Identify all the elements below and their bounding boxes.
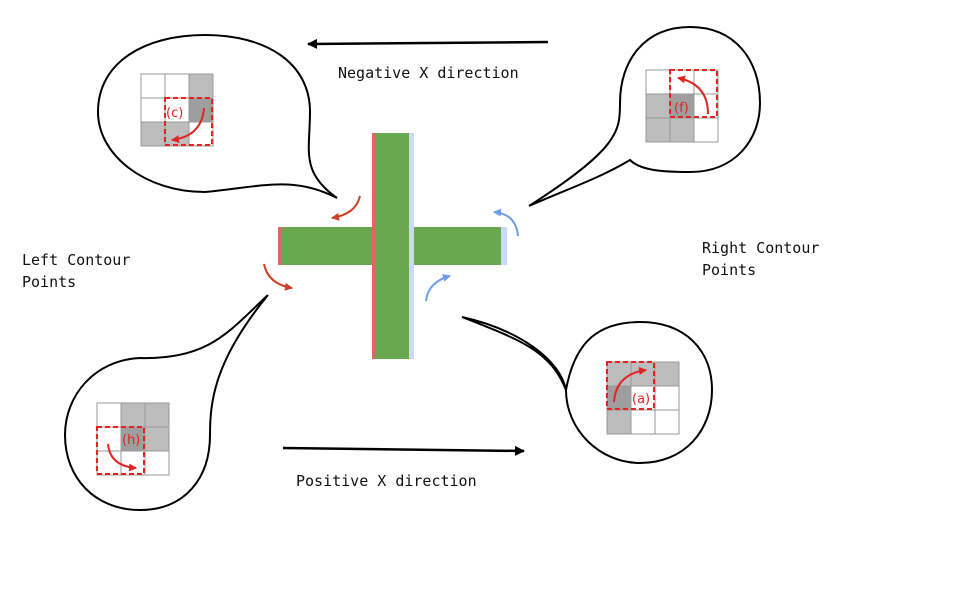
callout-h: (h) [63, 294, 269, 512]
dashed-box-h [96, 426, 145, 475]
left-contour-label-line1: Left Contour [22, 251, 130, 269]
left-contour-edge-vertical [372, 133, 376, 359]
right-contour-edge-vertical [409, 133, 414, 359]
left-upper-curved-arrow [331, 195, 361, 221]
dashed-box-c [164, 97, 213, 146]
left-lower-curved-arrow [263, 263, 293, 291]
dashed-box-a [606, 361, 655, 410]
callout-a: (a) [461, 316, 714, 465]
callout-c: (c) [96, 33, 338, 199]
grid-c [140, 73, 214, 147]
right-upper-curved-arrow [493, 208, 519, 237]
callout-label-f: (f) [674, 101, 689, 116]
callout-label-a: (a) [632, 392, 650, 407]
positive-x-label: Positive X direction [296, 472, 477, 490]
negative-x-arrow [307, 38, 549, 49]
right-contour-label-line1: Right Contour [702, 239, 819, 257]
callout-label-c: (c) [166, 106, 183, 121]
right-contour-label-line2: Points [702, 261, 756, 279]
callout-f: (f) [528, 25, 762, 207]
dashed-box-f [669, 69, 718, 118]
negative-x-label: Negative X direction [338, 64, 519, 82]
left-contour-label-line2: Points [22, 273, 76, 291]
right-lower-curved-arrow [425, 273, 451, 302]
cross-shape [278, 133, 507, 359]
left-contour-edge-horizontal [278, 227, 282, 265]
callout-label-h: (h) [122, 433, 140, 448]
right-contour-edge-horizontal [501, 227, 507, 265]
positive-x-arrow [282, 445, 525, 456]
grid-a [606, 361, 680, 435]
